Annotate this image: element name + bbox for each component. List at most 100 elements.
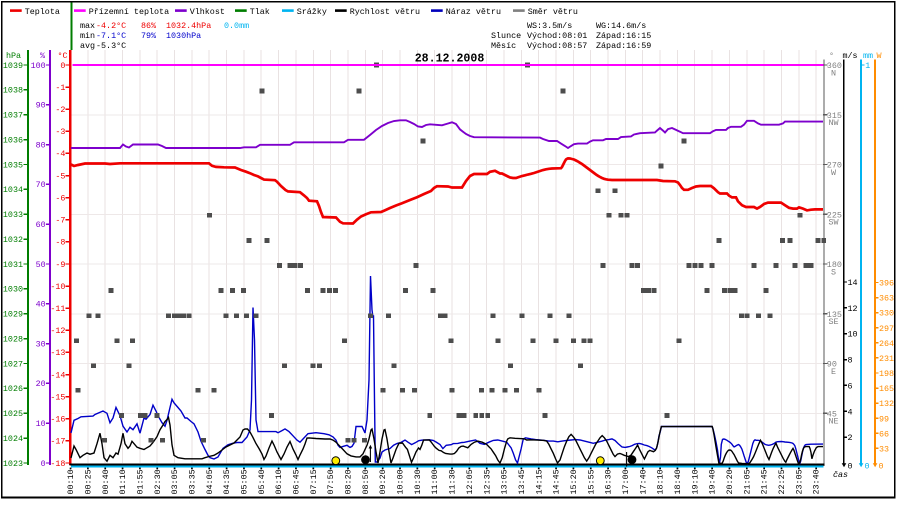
svg-text:01:55: 01:55 bbox=[135, 469, 145, 494]
svg-text:297: 297 bbox=[879, 324, 894, 334]
svg-text:min: min bbox=[80, 31, 95, 41]
svg-text:-7: -7 bbox=[55, 216, 65, 226]
svg-text:%: % bbox=[40, 51, 46, 61]
svg-text:33: 33 bbox=[879, 444, 889, 454]
svg-text:10:00: 10:00 bbox=[396, 469, 406, 494]
svg-text:05:05: 05:05 bbox=[240, 469, 250, 494]
svg-text:28.12.2008: 28.12.2008 bbox=[415, 52, 485, 65]
svg-text:-3: -3 bbox=[55, 127, 65, 137]
svg-text:00:10: 00:10 bbox=[66, 469, 76, 494]
svg-text:90: 90 bbox=[827, 360, 837, 370]
svg-text:23:40: 23:40 bbox=[812, 469, 822, 494]
svg-text:08:20: 08:20 bbox=[344, 469, 354, 494]
svg-text:WS:3.5m/s: WS:3.5m/s bbox=[527, 21, 572, 31]
svg-text:0: 0 bbox=[41, 459, 46, 469]
svg-text:1032: 1032 bbox=[3, 235, 23, 245]
svg-text:Vlhkost: Vlhkost bbox=[190, 7, 225, 17]
svg-text:max: max bbox=[80, 21, 95, 31]
svg-text:-2: -2 bbox=[55, 105, 65, 115]
svg-text:16:30: 16:30 bbox=[604, 469, 614, 494]
svg-text:-7.1°C: -7.1°C bbox=[96, 31, 126, 41]
svg-text:79%: 79% bbox=[141, 31, 157, 41]
svg-text:0: 0 bbox=[60, 61, 65, 71]
svg-text:07:50: 07:50 bbox=[326, 469, 336, 494]
svg-text:W: W bbox=[831, 168, 837, 178]
svg-text:11:30: 11:30 bbox=[448, 469, 458, 494]
svg-text:1038: 1038 bbox=[3, 86, 23, 96]
svg-text:40: 40 bbox=[36, 300, 46, 310]
svg-text:04:35: 04:35 bbox=[222, 469, 232, 494]
svg-text:19:10: 19:10 bbox=[690, 469, 700, 494]
svg-text:1029: 1029 bbox=[3, 310, 23, 320]
svg-text:12:05: 12:05 bbox=[465, 469, 475, 494]
svg-text:03:35: 03:35 bbox=[187, 469, 197, 494]
svg-text:231: 231 bbox=[879, 354, 894, 364]
svg-text:18:40: 18:40 bbox=[673, 469, 683, 494]
svg-text:10:30: 10:30 bbox=[413, 469, 423, 494]
svg-text:100: 100 bbox=[31, 61, 46, 71]
svg-text:0: 0 bbox=[848, 462, 853, 472]
svg-text:WG:14.6m/s: WG:14.6m/s bbox=[596, 21, 646, 31]
svg-text:-18: -18 bbox=[50, 459, 65, 469]
svg-text:SW: SW bbox=[828, 218, 839, 228]
svg-text:-5.3°C: -5.3°C bbox=[96, 41, 126, 51]
svg-text:Náraz větru: Náraz větru bbox=[446, 7, 501, 17]
svg-text:80: 80 bbox=[36, 140, 46, 150]
svg-text:00:25: 00:25 bbox=[83, 469, 93, 494]
svg-text:21:45: 21:45 bbox=[760, 469, 770, 494]
svg-text:Západ:16:15: Západ:16:15 bbox=[596, 31, 651, 41]
svg-text:Rychlost větru: Rychlost větru bbox=[350, 7, 420, 17]
svg-text:-12: -12 bbox=[50, 326, 65, 336]
svg-text:-6: -6 bbox=[55, 193, 65, 203]
svg-text:1024: 1024 bbox=[3, 434, 23, 444]
svg-text:1030: 1030 bbox=[3, 285, 23, 295]
svg-text:Východ:08:57: Východ:08:57 bbox=[527, 41, 587, 51]
svg-text:198: 198 bbox=[879, 369, 894, 379]
svg-text:1039: 1039 bbox=[3, 61, 23, 71]
svg-text:2: 2 bbox=[848, 433, 853, 443]
svg-text:-17: -17 bbox=[50, 437, 65, 447]
svg-text:1: 1 bbox=[865, 61, 870, 71]
svg-text:N: N bbox=[831, 68, 836, 78]
svg-text:20: 20 bbox=[36, 379, 46, 389]
svg-text:hPa: hPa bbox=[6, 51, 21, 61]
svg-text:86%: 86% bbox=[141, 21, 157, 31]
svg-text:264: 264 bbox=[879, 339, 894, 349]
svg-text:17:00: 17:00 bbox=[621, 469, 631, 494]
svg-text:Měsíc: Měsíc bbox=[491, 41, 516, 51]
svg-text:1033: 1033 bbox=[3, 210, 23, 220]
svg-text:6: 6 bbox=[848, 381, 853, 391]
svg-text:Přízemní teplota: Přízemní teplota bbox=[89, 7, 169, 17]
svg-text:66: 66 bbox=[879, 429, 889, 439]
svg-text:363: 363 bbox=[879, 294, 894, 304]
svg-text:NW: NW bbox=[828, 118, 839, 128]
svg-text:10: 10 bbox=[36, 419, 46, 429]
svg-text:13:05: 13:05 bbox=[500, 469, 510, 494]
svg-text:180: 180 bbox=[827, 260, 842, 270]
svg-text:70: 70 bbox=[36, 180, 46, 190]
svg-text:05:40: 05:40 bbox=[257, 469, 267, 494]
svg-text:99: 99 bbox=[879, 414, 889, 424]
svg-text:396: 396 bbox=[879, 279, 894, 289]
svg-text:360: 360 bbox=[827, 61, 842, 71]
svg-text:8: 8 bbox=[848, 356, 853, 366]
svg-text:1036: 1036 bbox=[3, 135, 23, 145]
svg-text:225: 225 bbox=[827, 210, 842, 220]
svg-text:10: 10 bbox=[848, 330, 858, 340]
svg-text:0: 0 bbox=[879, 462, 884, 472]
svg-text:-15: -15 bbox=[50, 392, 65, 402]
svg-text:09:20: 09:20 bbox=[378, 469, 388, 494]
svg-text:1028: 1028 bbox=[3, 334, 23, 344]
svg-text:08:50: 08:50 bbox=[361, 469, 371, 494]
svg-text:-4.2°C: -4.2°C bbox=[96, 21, 126, 31]
svg-text:15:20: 15:20 bbox=[569, 469, 579, 494]
svg-text:00:40: 00:40 bbox=[101, 469, 111, 494]
svg-text:330: 330 bbox=[879, 309, 894, 319]
svg-text:m/s: m/s bbox=[843, 51, 858, 61]
svg-text:23:05: 23:05 bbox=[794, 469, 804, 494]
svg-text:1034: 1034 bbox=[3, 185, 23, 195]
svg-text:19:40: 19:40 bbox=[708, 469, 718, 494]
svg-text:15:55: 15:55 bbox=[586, 469, 596, 494]
svg-text:13:45: 13:45 bbox=[517, 469, 527, 494]
svg-text:20:20: 20:20 bbox=[725, 469, 735, 494]
